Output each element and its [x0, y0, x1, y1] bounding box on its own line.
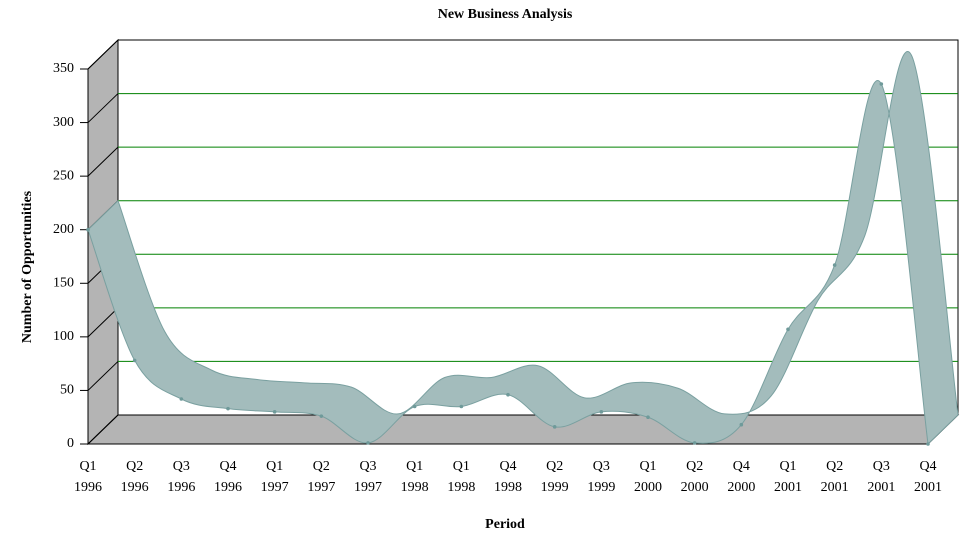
depth-tick [87, 361, 119, 391]
data-point [272, 410, 277, 414]
data-point [459, 404, 464, 409]
data-point [226, 406, 230, 411]
data-point [646, 415, 650, 420]
y-tick-label: 0 [67, 436, 74, 451]
y-tick-label: 100 [53, 329, 74, 344]
data-point [506, 392, 510, 397]
y-tick-label: 50 [60, 383, 74, 398]
x-tick-label: Q2 1997 [307, 459, 336, 495]
x-tick-label: Q1 2000 [634, 459, 662, 495]
y-tick-label: 300 [53, 115, 74, 130]
x-tick-label: Q2 2000 [680, 459, 709, 495]
x-tick-label: Q1 1998 [400, 459, 429, 495]
data-point [786, 327, 790, 332]
x-tick-label: Q4 1996 [214, 459, 242, 495]
depth-tick [87, 307, 119, 338]
ribbon [87, 51, 959, 446]
data-point [879, 82, 884, 86]
x-tick-label: Q4 1998 [494, 459, 522, 495]
x-tick-label: Q4 2000 [727, 459, 756, 495]
data-point [599, 410, 604, 414]
x-axis-title: Period [485, 517, 525, 532]
x-tick-label: Q3 1996 [167, 459, 196, 495]
depth-tick [87, 146, 119, 177]
depth-tick [87, 39, 119, 70]
x-tick-label: Q3 1997 [354, 459, 382, 495]
back-wall [117, 39, 959, 416]
depth-tick [87, 414, 119, 445]
y-tick-label: 200 [53, 222, 74, 237]
data-point [739, 422, 744, 427]
y-tick-label: 250 [53, 168, 74, 183]
data-point [319, 414, 324, 418]
data-point [366, 441, 370, 445]
x-tick-label: Q1 1998 [447, 459, 476, 495]
x-tick-label: Q4 2001 [914, 459, 942, 495]
x-tick-label: Q1 1996 [74, 459, 102, 495]
y-tick-label: 350 [53, 61, 74, 76]
data-point [412, 404, 417, 409]
data-point [552, 425, 557, 429]
data-point [926, 442, 930, 446]
y-axis-title: Number of Opportunities [20, 190, 35, 343]
x-tick-label: Q3 2001 [867, 459, 896, 495]
data-point [692, 441, 697, 445]
depth-tick [87, 93, 119, 123]
x-tick-label: Q1 2001 [774, 459, 802, 495]
x-tick-label: Q2 2001 [820, 459, 849, 495]
data-point [132, 358, 137, 363]
x-tick-label: Q1 1997 [260, 459, 289, 495]
data-point [86, 227, 90, 232]
x-tick-label: Q2 1999 [540, 459, 569, 495]
x-tick-label: Q2 1996 [120, 459, 149, 495]
floor [86, 414, 960, 445]
y-tick-label: 150 [53, 276, 74, 291]
data-point [179, 397, 184, 401]
data-point [832, 263, 837, 267]
x-tick-label: Q3 1999 [587, 459, 616, 495]
chart-title: New Business Analysis [438, 7, 573, 22]
